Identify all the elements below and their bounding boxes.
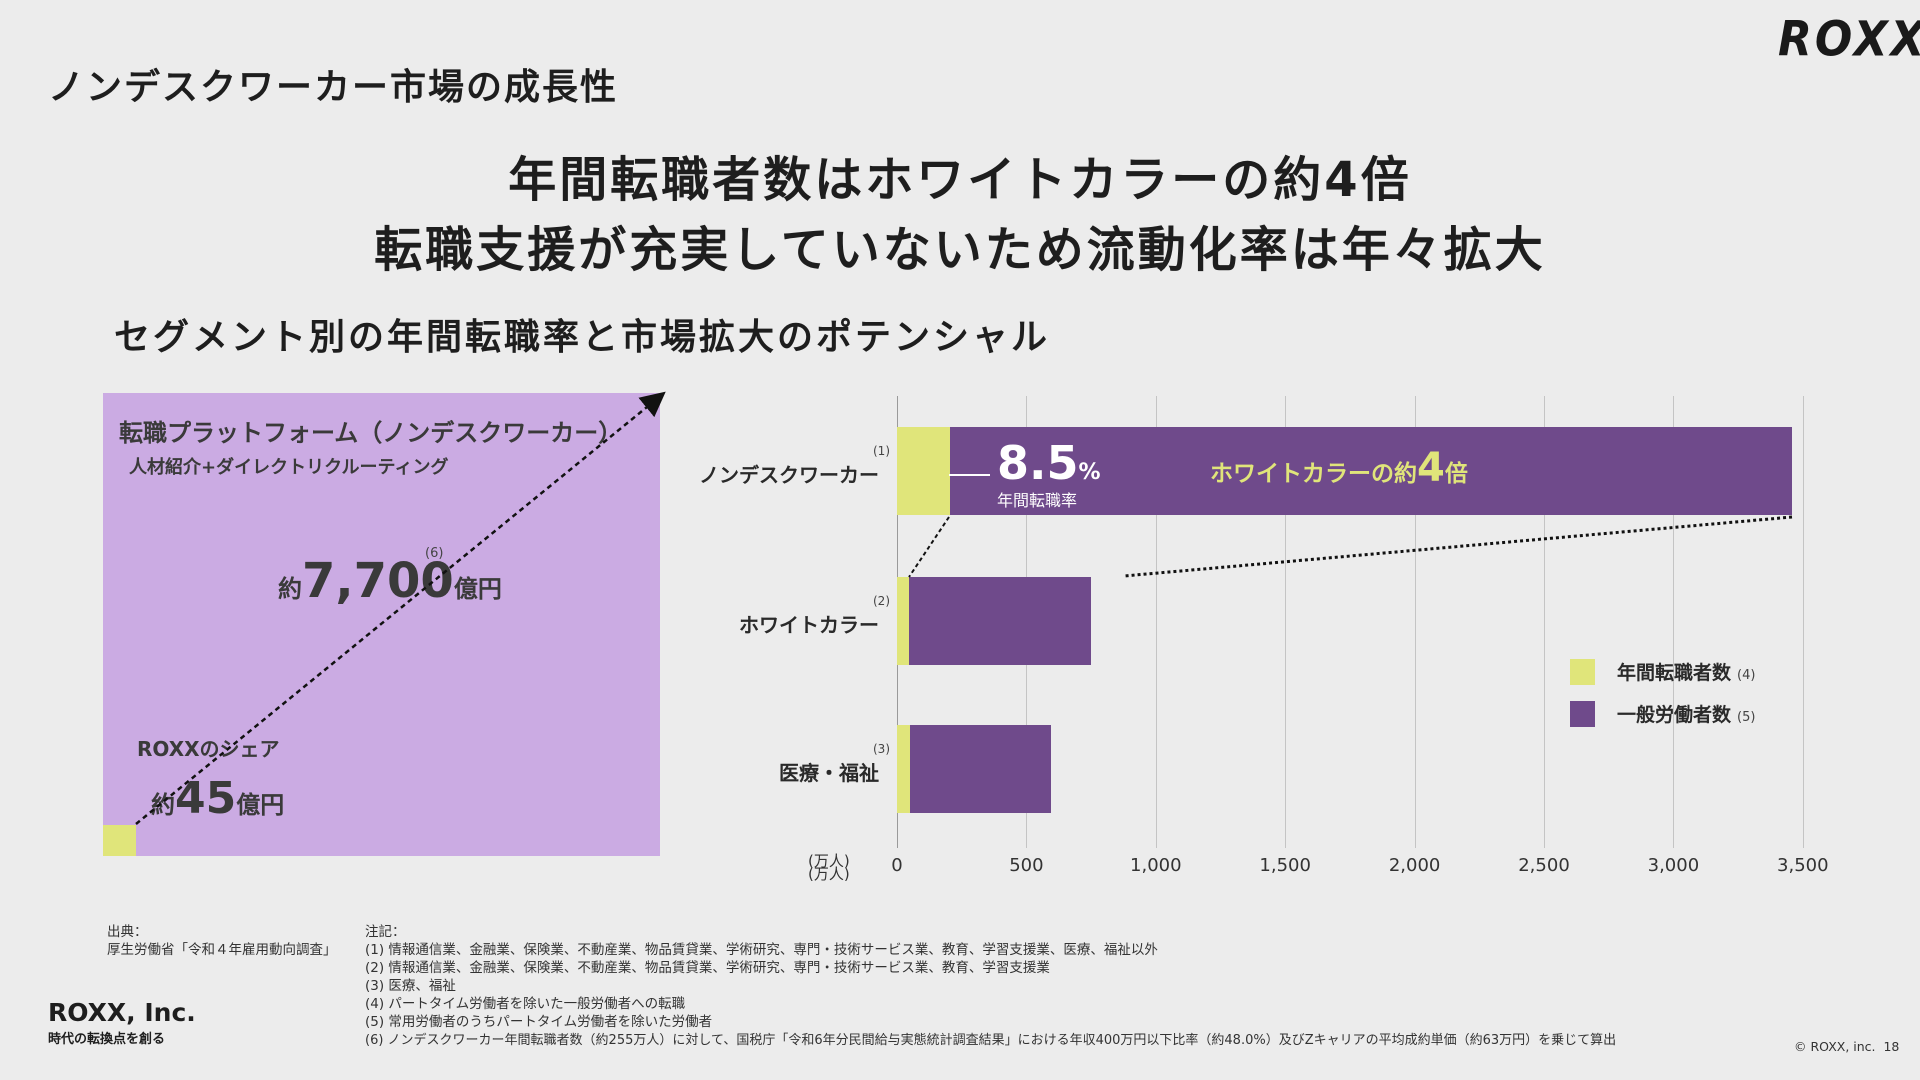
share-label: ROXXのシェア bbox=[137, 737, 280, 761]
ratio-annotation: ホワイトカラーの約4倍 bbox=[1210, 445, 1468, 491]
bar-workers bbox=[950, 427, 1793, 515]
copyright-text: © ROXX, inc. bbox=[1794, 1039, 1876, 1054]
note-2: (2) 情報通信業、金融業、保険業、不動産業、物品賃貸業、学術研究、専門・技術サ… bbox=[365, 960, 1050, 976]
gridline bbox=[1673, 396, 1675, 848]
share-suffix: 億円 bbox=[236, 791, 285, 819]
bar-transfers bbox=[897, 725, 910, 813]
category-note: (1) bbox=[873, 444, 890, 458]
headline-line-1: 年間転職者数はホワイトカラーの約4倍 bbox=[508, 152, 1412, 208]
legend-label: 年間転職者数 (4) bbox=[1617, 658, 1755, 685]
axis-unit: (万人) (万人) bbox=[808, 852, 850, 883]
copyright: © ROXX, inc. 18 bbox=[1794, 1039, 1899, 1054]
gridline bbox=[1285, 396, 1287, 848]
category-label: 医療・福祉 bbox=[779, 761, 879, 785]
ratio-prefix: ホワイトカラーの約 bbox=[1210, 461, 1417, 487]
rate-unit: % bbox=[1078, 460, 1101, 485]
bar-workers bbox=[908, 577, 1092, 665]
share-amount: 約45億円 bbox=[151, 773, 284, 824]
x-tick-label: 2,500 bbox=[1518, 855, 1570, 876]
zoom-line-left bbox=[908, 516, 950, 578]
x-tick-label: 2,000 bbox=[1388, 855, 1441, 876]
rate-label: 年間転職率 bbox=[997, 491, 1078, 510]
axis-unit-1: (万人) bbox=[808, 852, 850, 870]
chart-subtitle: セグメント別の年間転職率と市場拡大のポテンシャル bbox=[114, 317, 1051, 358]
growth-arrow bbox=[135, 391, 666, 825]
gridline bbox=[1414, 396, 1416, 848]
note-5: (5) 常用労働者のうちパートタイム労働者を除いた労働者 bbox=[365, 1014, 713, 1030]
company-name: ROXX, Inc. bbox=[48, 998, 196, 1027]
rate-value: 8.5% bbox=[997, 436, 1101, 490]
x-tick-label: 3,000 bbox=[1647, 855, 1700, 876]
share-box bbox=[103, 825, 136, 856]
category-note: (2) bbox=[873, 594, 890, 608]
legend-name: 一般労働者数 bbox=[1617, 704, 1732, 726]
ratio-number: 4 bbox=[1417, 445, 1445, 491]
category-label: ノンデスクワーカー bbox=[699, 463, 879, 487]
page-number: 18 bbox=[1883, 1039, 1900, 1054]
x-tick-label: 0 bbox=[891, 855, 903, 876]
rate-callout-line bbox=[949, 474, 990, 476]
bar-transfers bbox=[897, 577, 909, 665]
company-tagline: 時代の転換点を創る bbox=[48, 1032, 166, 1047]
legend-label: 一般労働者数 (5) bbox=[1617, 700, 1755, 727]
panel-subtitle: 人材紹介+ダイレクトリクルーティング bbox=[129, 457, 449, 478]
bar-transfers bbox=[897, 427, 951, 515]
note-1: (1) 情報通信業、金融業、保険業、不動産業、物品賃貸業、学術研究、専門・技術サ… bbox=[365, 942, 1158, 958]
category-label: ホワイトカラー bbox=[739, 613, 879, 637]
market-suffix: 億円 bbox=[453, 575, 502, 603]
note-6: (6) ノンデスクワーカー年間転職者数（約255万人）に対して、国税庁「令和6年… bbox=[365, 1033, 1617, 1048]
legend-note: (5) bbox=[1737, 710, 1756, 725]
legend-swatch bbox=[1570, 701, 1595, 727]
note-4: (4) パートタイム労働者を除いた一般労働者への転職 bbox=[365, 996, 686, 1012]
legend-note: (4) bbox=[1737, 668, 1756, 683]
gridline bbox=[1155, 396, 1157, 848]
axis-unit-2: (万人) bbox=[808, 865, 850, 883]
market-note: (6) bbox=[425, 546, 444, 561]
gridline bbox=[1544, 396, 1545, 848]
x-tick-label: 500 bbox=[1009, 855, 1044, 876]
ratio-suffix: 倍 bbox=[1444, 461, 1468, 487]
x-tick-label: 1,000 bbox=[1130, 855, 1182, 876]
rate-number: 8.5 bbox=[997, 436, 1079, 490]
legend-name: 年間転職者数 bbox=[1617, 662, 1732, 684]
notes-label: 注記： bbox=[365, 924, 406, 940]
source-text: 厚生労働省「令和４年雇用動向調査」 bbox=[107, 942, 337, 958]
market-prefix: 約 bbox=[278, 575, 302, 603]
legend-swatch bbox=[1570, 659, 1595, 685]
zoom-line-right bbox=[1123, 515, 1793, 578]
section-title: ノンデスクワーカー市場の成長性 bbox=[48, 67, 619, 108]
roxx-logo: ROXX bbox=[1778, 11, 1920, 68]
note-3: (3) 医療、福祉 bbox=[365, 978, 456, 994]
market-amount: 約7,700億円 bbox=[278, 553, 502, 609]
source-label: 出典： bbox=[107, 924, 148, 940]
bar-workers bbox=[909, 725, 1051, 813]
category-note: (3) bbox=[873, 742, 890, 756]
share-value: 45 bbox=[175, 773, 237, 824]
gridline bbox=[1802, 396, 1804, 848]
x-tick-label: 3,500 bbox=[1777, 855, 1829, 876]
panel-title: 転職プラットフォーム（ノンデスクワーカー） bbox=[119, 419, 623, 447]
headline-line-2: 転職支援が充実していないため流動化率は年々拡大 bbox=[374, 222, 1546, 278]
x-tick-label: 1,500 bbox=[1259, 855, 1311, 876]
market-value: 7,700 bbox=[302, 553, 454, 609]
